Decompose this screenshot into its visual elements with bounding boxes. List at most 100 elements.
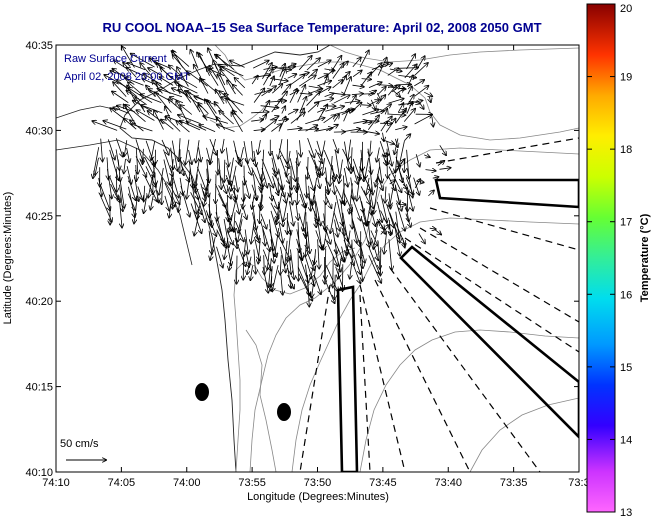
current-vector	[217, 125, 235, 132]
current-vector	[368, 63, 382, 77]
current-vector	[407, 76, 413, 87]
current-vector	[197, 203, 201, 219]
current-vector	[397, 204, 406, 205]
current-vector	[403, 109, 415, 122]
plot-area	[56, 45, 579, 472]
station-marker	[277, 403, 291, 421]
current-vector	[199, 147, 202, 161]
current-vector	[404, 134, 410, 142]
current-vector	[412, 101, 420, 103]
current-vector	[305, 229, 307, 248]
current-vector	[258, 140, 261, 154]
current-vector	[415, 154, 420, 166]
current-vector	[95, 157, 99, 175]
current-vector	[267, 248, 269, 269]
current-vector	[374, 185, 379, 214]
current-vector	[128, 63, 146, 71]
current-vector	[386, 203, 395, 228]
current-vector	[276, 192, 283, 222]
current-vector	[351, 147, 352, 173]
current-vector	[315, 230, 322, 248]
current-vector	[349, 96, 356, 105]
current-vector	[281, 274, 283, 294]
current-vector	[424, 91, 432, 96]
current-vector	[396, 202, 406, 231]
y-tick-label: 40:35	[25, 40, 53, 52]
current-vector	[334, 219, 338, 237]
current-vector	[269, 258, 272, 287]
current-vector	[289, 158, 295, 181]
current-vector	[368, 121, 379, 122]
current-vector	[161, 120, 174, 130]
current-vector	[395, 127, 406, 130]
current-vector	[216, 246, 223, 268]
y-tick-label: 40:15	[25, 382, 53, 394]
current-vector	[389, 180, 396, 184]
current-vector	[349, 103, 361, 114]
current-vector	[278, 221, 283, 243]
current-vector	[280, 184, 286, 203]
y-tick-label: 40:20	[25, 296, 53, 308]
current-vector	[275, 228, 280, 256]
current-vector	[251, 220, 255, 243]
current-vector	[280, 255, 281, 274]
current-vector	[338, 255, 342, 279]
current-vector	[278, 92, 287, 103]
current-vector	[243, 175, 250, 198]
current-vector	[326, 125, 338, 132]
y-tick-label: 40:30	[25, 125, 53, 137]
current-vector	[154, 110, 164, 130]
current-vector	[160, 77, 174, 86]
current-vector	[305, 118, 324, 125]
current-vector	[368, 221, 370, 244]
current-vector	[218, 193, 232, 220]
x-tick-label: 73:40	[434, 477, 462, 489]
current-vector	[170, 167, 178, 198]
current-vector	[387, 86, 396, 96]
current-vector	[215, 55, 235, 70]
current-vector	[278, 69, 285, 86]
current-vector	[279, 157, 289, 183]
current-vector	[244, 229, 248, 254]
current-vector	[323, 230, 327, 249]
x-axis-label: Longitude (Degrees:Minutes)	[247, 491, 389, 503]
current-vector	[264, 255, 265, 274]
current-vector	[164, 195, 169, 211]
current-vector	[176, 76, 198, 89]
current-vector	[253, 129, 265, 130]
current-vector	[370, 140, 371, 156]
current-vector	[179, 138, 181, 161]
current-vector	[290, 112, 305, 124]
current-vector	[385, 109, 387, 115]
current-vector	[334, 93, 345, 94]
current-vector	[253, 228, 259, 242]
current-vector	[278, 168, 284, 189]
colorbar-tick-label: 13	[620, 507, 632, 518]
current-vector	[122, 47, 135, 68]
colorbar-tick-label: 18	[620, 144, 632, 156]
current-vector	[245, 249, 249, 267]
current-vector	[307, 274, 309, 307]
current-vector	[332, 63, 344, 79]
current-vector	[298, 213, 306, 236]
current-vector	[171, 140, 177, 171]
current-vector	[360, 257, 362, 281]
current-vector	[325, 264, 338, 291]
current-vector	[365, 157, 369, 179]
current-vector	[283, 193, 289, 222]
current-vector	[141, 95, 162, 103]
current-vector	[349, 183, 353, 213]
current-vector	[252, 194, 255, 209]
current-vector	[243, 141, 248, 163]
current-vector	[247, 256, 252, 275]
current-vector	[359, 195, 364, 213]
current-vector	[270, 183, 273, 200]
current-vector	[407, 87, 412, 95]
current-vector	[219, 65, 244, 77]
current-vector	[180, 105, 193, 115]
current-vector	[333, 211, 340, 230]
current-vector	[425, 170, 436, 171]
current-vector	[314, 275, 321, 294]
current-vector	[369, 166, 373, 194]
coastline	[56, 45, 331, 472]
